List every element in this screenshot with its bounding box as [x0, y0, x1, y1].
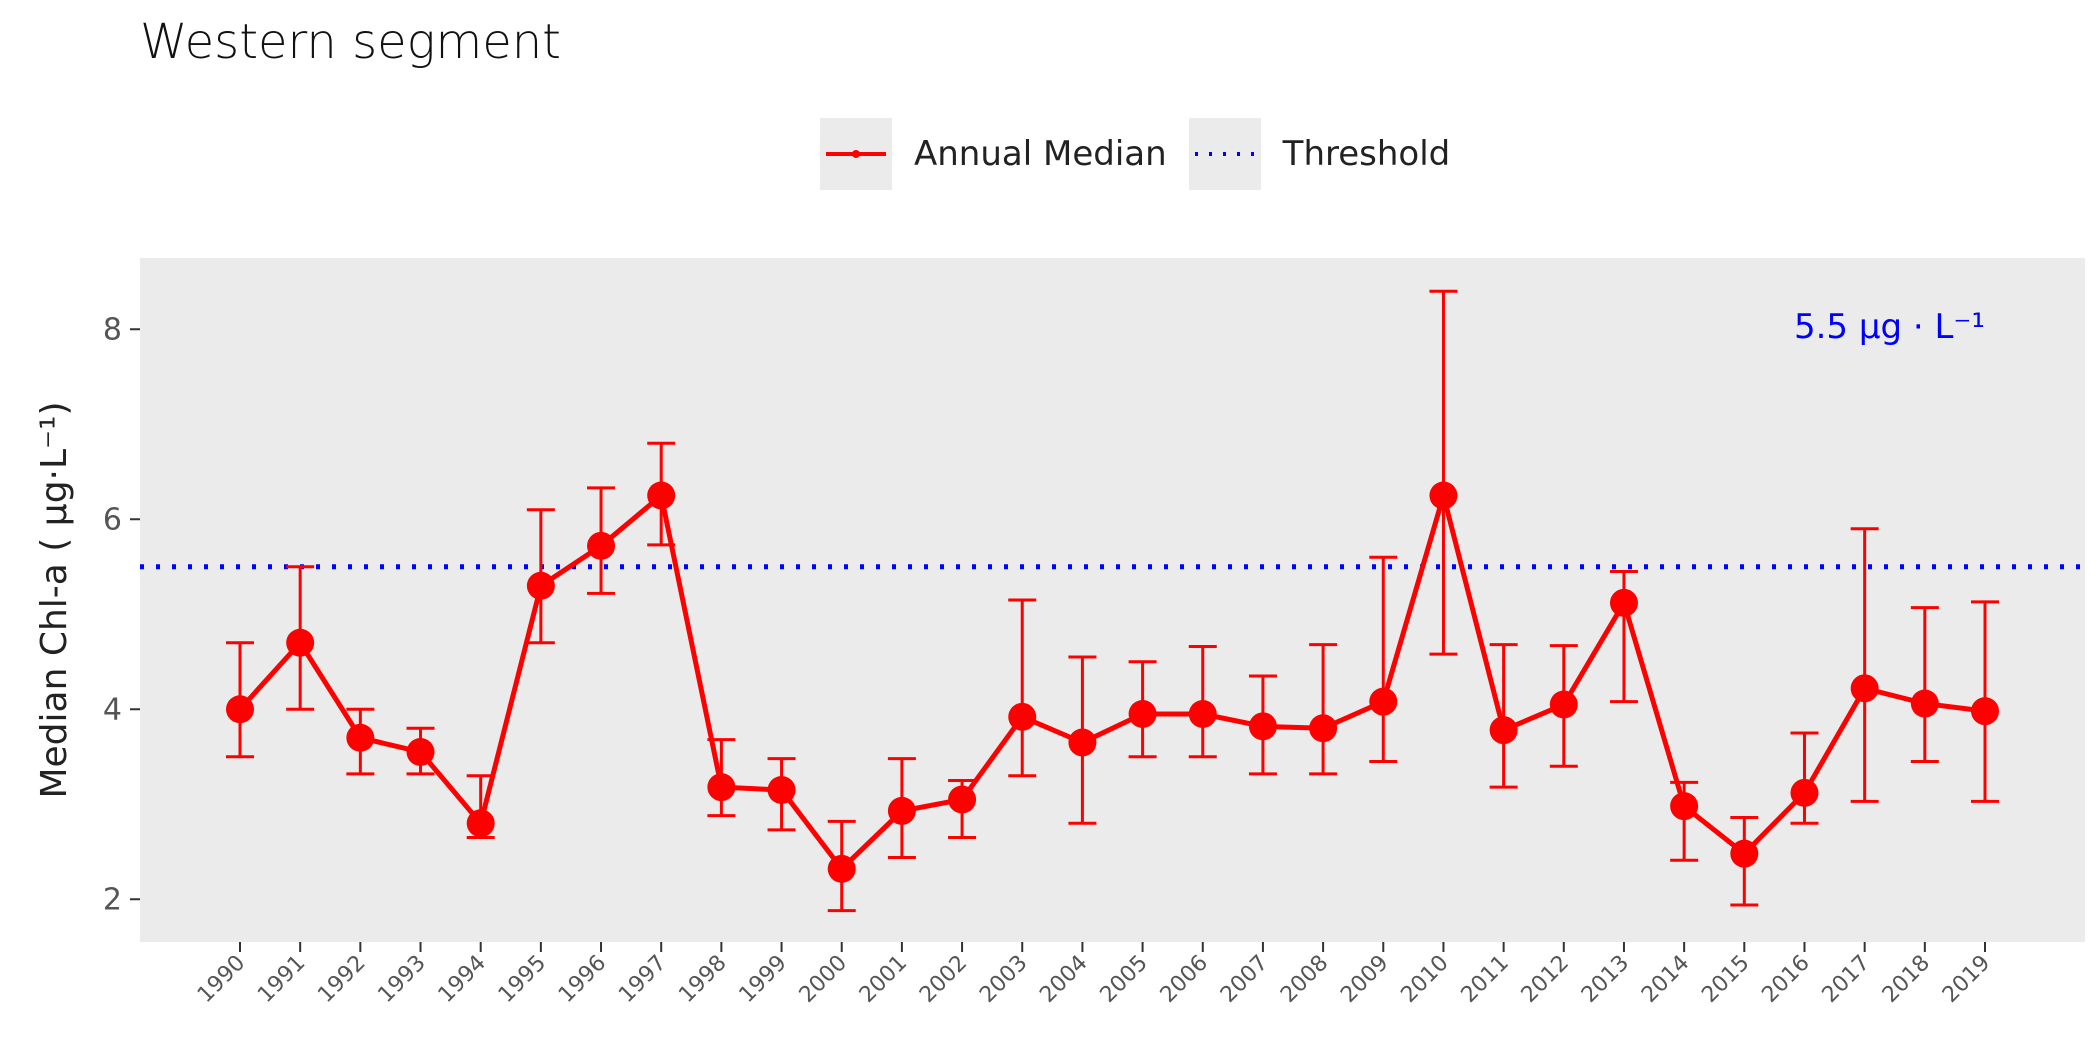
x-tick-label: 1997 — [614, 951, 671, 1008]
x-tick-label: 1991 — [253, 951, 310, 1008]
data-point — [1008, 702, 1037, 731]
data-point — [707, 773, 736, 802]
x-tick-label: 2005 — [1096, 951, 1153, 1008]
x-tick-label: 1993 — [373, 951, 430, 1008]
x-tick-label: 1998 — [674, 951, 731, 1008]
x-tick-label: 2012 — [1517, 951, 1574, 1008]
data-point — [887, 796, 916, 825]
plot-panel — [140, 258, 2085, 942]
data-point — [1309, 714, 1338, 743]
data-point — [1670, 792, 1699, 821]
data-point — [1128, 700, 1157, 728]
data-point — [1188, 700, 1217, 728]
data-point — [286, 628, 315, 657]
x-tick-label: 2017 — [1818, 951, 1875, 1008]
threshold-annotation: 5.5 μg · L⁻¹ — [1794, 307, 1985, 347]
data-point — [1790, 778, 1819, 807]
legend-label-annual-median: Annual Median — [914, 134, 1167, 174]
legend: Annual Median Threshold — [820, 118, 1472, 190]
data-point — [587, 531, 616, 560]
x-tick-label: 2013 — [1577, 951, 1634, 1008]
data-point — [346, 723, 375, 752]
data-point — [226, 695, 254, 724]
data-point — [1609, 588, 1638, 617]
legend-dotted-line-icon — [1194, 152, 1255, 156]
data-point — [1068, 728, 1097, 757]
data-point — [1489, 716, 1518, 745]
x-tick-label: 2007 — [1216, 951, 1273, 1008]
x-tick-label: 1996 — [554, 951, 611, 1008]
data-point — [1248, 712, 1277, 741]
data-point — [466, 809, 495, 838]
data-point — [1971, 697, 1999, 726]
x-tick-label: 2004 — [1035, 951, 1092, 1008]
legend-key-threshold — [1188, 118, 1261, 190]
data-point — [1730, 839, 1759, 868]
x-tick-label: 2015 — [1697, 951, 1754, 1008]
x-tick-label: 2014 — [1637, 951, 1694, 1008]
data-point — [948, 785, 977, 814]
x-tick-label: 2009 — [1336, 951, 1393, 1008]
data-point — [1850, 674, 1879, 703]
x-tick-label: 2010 — [1396, 951, 1453, 1008]
x-tick-label: 2003 — [975, 951, 1032, 1008]
data-point — [1549, 690, 1578, 719]
x-tick-label: 2002 — [915, 951, 972, 1008]
y-axis-label: Median Chl-a ( μg·L⁻¹) — [34, 401, 75, 798]
data-point — [1369, 687, 1398, 716]
x-tick-label: 2001 — [855, 951, 912, 1008]
x-tick-label: 2006 — [1156, 951, 1213, 1008]
data-point — [1910, 689, 1939, 718]
x-tick-label: 1994 — [434, 951, 491, 1008]
x-tick-label: 2000 — [795, 951, 852, 1008]
data-point — [767, 776, 796, 804]
x-tick-label: 1990 — [193, 951, 250, 1008]
x-tick-label: 2019 — [1938, 951, 1995, 1008]
y-tick-label: 6 — [103, 502, 122, 537]
y-tick-label: 8 — [103, 312, 122, 347]
data-point — [526, 571, 555, 600]
y-tick-label: 4 — [103, 692, 122, 727]
y-tick-label: 2 — [103, 882, 122, 917]
data-point — [406, 738, 435, 766]
x-tick-label: 1992 — [313, 951, 370, 1008]
data-point — [827, 854, 856, 883]
legend-line-icon — [826, 150, 886, 158]
x-tick-label: 1999 — [735, 951, 792, 1008]
x-tick-label: 2011 — [1457, 951, 1514, 1008]
legend-key-annual-median — [820, 118, 892, 190]
x-tick-label: 1995 — [494, 951, 551, 1008]
x-tick-label: 2008 — [1276, 951, 1333, 1008]
data-point — [1429, 481, 1458, 510]
chart-title: Western segment — [140, 14, 561, 70]
x-tick-label: 2018 — [1878, 951, 1935, 1008]
x-tick-label: 2016 — [1757, 951, 1814, 1008]
legend-label-threshold: Threshold — [1282, 134, 1451, 174]
data-point — [647, 481, 676, 510]
